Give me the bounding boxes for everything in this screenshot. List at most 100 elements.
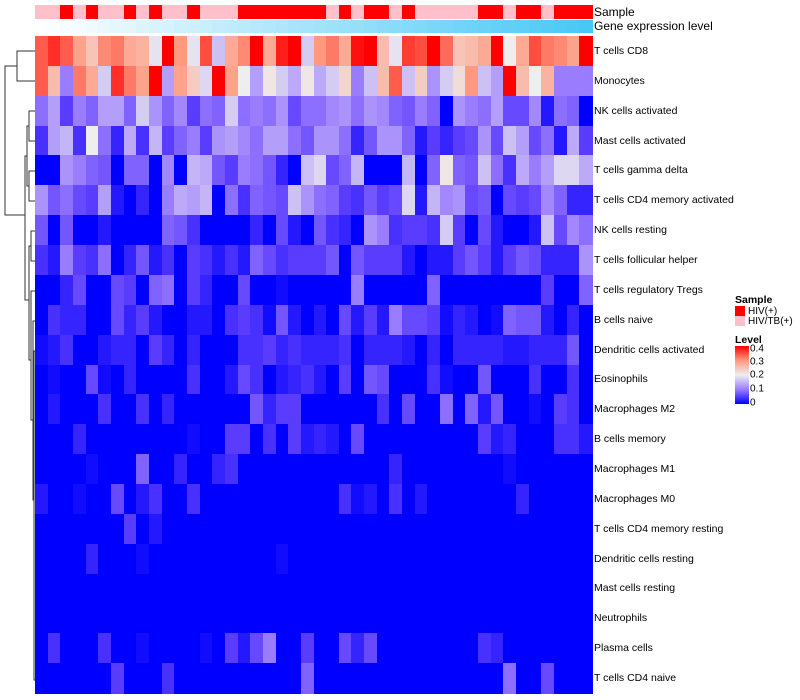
- heatmap-cell: [566, 424, 580, 455]
- heatmap-cell: [389, 245, 403, 276]
- heatmap-cell: [402, 215, 416, 246]
- heatmap-cell: [478, 573, 492, 604]
- gene-annotation-cell: [224, 20, 239, 33]
- heatmap-cell: [516, 185, 530, 216]
- heatmap-cell: [389, 633, 403, 664]
- heatmap-cell: [262, 215, 277, 246]
- heatmap-cell: [554, 573, 568, 604]
- heatmap-cell: [174, 125, 188, 157]
- heatmap-cell: [186, 95, 201, 127]
- heatmap-cell: [237, 483, 251, 515]
- heatmap-cell: [262, 334, 277, 366]
- heatmap-cell: [110, 125, 125, 157]
- heatmap-cell: [541, 603, 555, 634]
- heatmap-cell: [250, 334, 264, 366]
- heatmap-cell: [47, 334, 61, 366]
- heatmap-cell: [554, 603, 568, 634]
- heatmap-cell: [288, 304, 302, 336]
- heatmap-cell: [199, 454, 213, 485]
- heatmap-cell: [199, 185, 213, 216]
- heatmap-cell: [452, 155, 466, 186]
- sample-annotation-cell: [478, 5, 492, 19]
- heatmap-cell: [326, 65, 340, 97]
- gene-annotation-cell: [414, 20, 429, 33]
- heatmap-cell: [440, 215, 454, 246]
- gene-annotation-cell: [148, 20, 163, 33]
- heatmap-cell: [566, 65, 580, 97]
- heatmap-cell: [237, 424, 251, 455]
- heatmap-cell: [212, 95, 226, 127]
- heatmap-cell: [490, 65, 504, 97]
- heatmap-cell: [186, 215, 201, 246]
- heatmap-cell: [389, 155, 403, 186]
- gene-annotation-cell: [566, 20, 580, 33]
- heatmap-cell: [554, 513, 568, 545]
- heatmap-cell: [313, 364, 327, 395]
- heatmap-cell: [224, 334, 239, 366]
- sample-annotation-cell: [224, 5, 239, 19]
- heatmap-cell: [389, 364, 403, 395]
- heatmap-cell: [389, 543, 403, 575]
- heatmap-cell: [389, 663, 403, 694]
- heatmap-cell: [554, 245, 568, 276]
- row-label: T cells CD4 naive: [594, 672, 677, 685]
- heatmap-cell: [110, 633, 125, 664]
- heatmap-cell: [72, 245, 87, 276]
- heatmap-cell: [541, 483, 555, 515]
- heatmap-cell: [224, 65, 239, 97]
- heatmap-cell: [554, 155, 568, 186]
- heatmap-cell: [326, 95, 340, 127]
- heatmap-cell: [72, 454, 87, 485]
- heatmap-cell: [174, 65, 188, 97]
- heatmap-cell: [161, 513, 175, 545]
- heatmap-cell: [275, 633, 289, 664]
- heatmap-cell: [452, 245, 466, 276]
- heatmap-cell: [440, 364, 454, 395]
- heatmap-cell: [250, 125, 264, 157]
- heatmap-cell: [35, 95, 49, 127]
- heatmap-cell: [98, 274, 112, 306]
- heatmap-cell: [35, 633, 49, 664]
- heatmap-cell: [554, 36, 568, 67]
- heatmap-cell: [262, 95, 277, 127]
- heatmap-cell: [528, 185, 542, 216]
- sample-annotation-cell: [427, 5, 441, 19]
- gene-annotation-cell: [541, 20, 555, 33]
- heatmap-cell: [503, 245, 517, 276]
- heatmap-cell: [440, 483, 454, 515]
- heatmap-cell: [212, 185, 226, 216]
- heatmap-cell: [224, 245, 239, 276]
- heatmap-cell: [503, 424, 517, 455]
- heatmap-cell: [136, 36, 150, 67]
- heatmap-cell: [123, 185, 137, 216]
- heatmap-cell: [212, 394, 226, 425]
- sample-annotation-cell: [351, 5, 365, 19]
- gene-annotation-cell: [85, 20, 99, 33]
- heatmap-cell: [85, 663, 99, 694]
- heatmap-cell: [389, 65, 403, 97]
- heatmap-cell: [490, 155, 504, 186]
- heatmap-cell: [35, 185, 49, 216]
- heatmap-cell: [338, 424, 353, 455]
- heatmap-cell: [224, 663, 239, 694]
- heatmap-cell: [186, 36, 201, 67]
- heatmap-cell: [60, 603, 74, 634]
- heatmap-cell: [440, 304, 454, 336]
- level-tick: 0.3: [750, 356, 764, 368]
- heatmap-cell: [224, 573, 239, 604]
- heatmap-cell: [541, 663, 555, 694]
- sample-annotation-cell: [300, 5, 315, 19]
- heatmap-cell: [313, 36, 327, 67]
- heatmap-cell: [452, 125, 466, 157]
- sample-annotation-cell: [490, 5, 504, 19]
- heatmap-cell: [161, 274, 175, 306]
- heatmap-cell: [414, 364, 429, 395]
- sample-annotation-cell: [35, 5, 49, 19]
- heatmap-cell: [47, 185, 61, 216]
- heatmap-cell: [212, 543, 226, 575]
- heatmap-cell: [376, 155, 391, 186]
- heatmap-cell: [72, 274, 87, 306]
- heatmap-cell: [440, 663, 454, 694]
- heatmap-cell: [224, 95, 239, 127]
- heatmap-cell: [414, 483, 429, 515]
